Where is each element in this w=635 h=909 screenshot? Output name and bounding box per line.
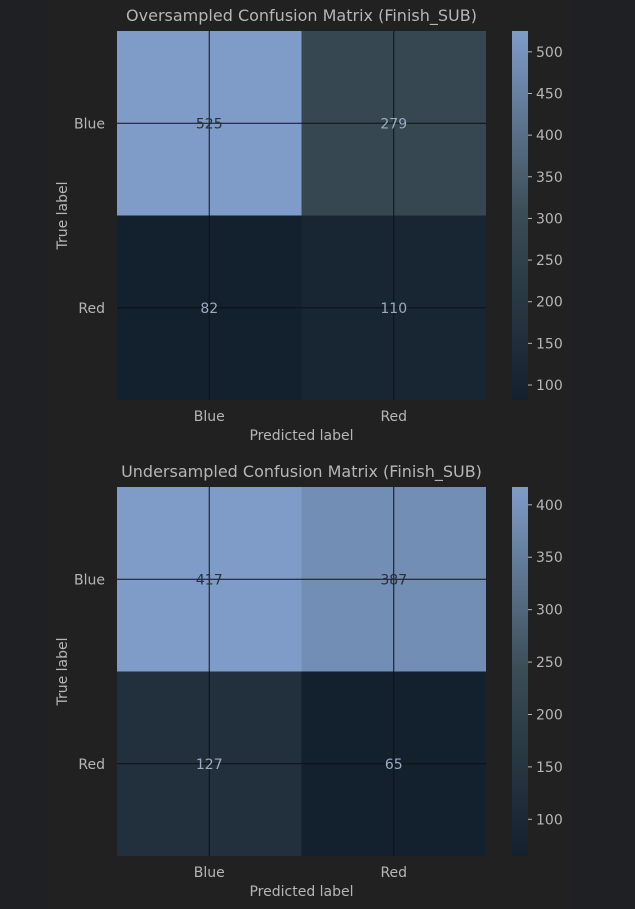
undersampled-ytick-label-0: Blue bbox=[74, 572, 105, 588]
undersampled-colorbar-tick-label-4: 300 bbox=[536, 603, 563, 619]
undersampled-colorbar-tick-label-3: 250 bbox=[536, 655, 563, 671]
oversampled-ytick-label-1: Red bbox=[78, 301, 105, 317]
oversampled-xlabel: Predicted label bbox=[249, 428, 353, 444]
undersampled-chart-panel: Undersampled Confusion Matrix (Finish_SU… bbox=[47, 456, 572, 909]
oversampled-cell-label-0-1: 279 bbox=[380, 116, 407, 132]
oversampled-colorbar-tick-label-5: 350 bbox=[536, 170, 563, 186]
oversampled-chart-panel: Oversampled Confusion Matrix (Finish_SUB… bbox=[47, 0, 572, 456]
undersampled-colorbar-tick-label-0: 100 bbox=[536, 812, 563, 828]
oversampled-colorbar-tick-label-6: 400 bbox=[536, 128, 563, 144]
oversampled-colorbar-tick-label-2: 200 bbox=[536, 295, 563, 311]
oversampled-cell-label-1-0: 82 bbox=[200, 301, 218, 317]
oversampled-xtick-label-1: Red bbox=[380, 409, 407, 425]
undersampled-cell-label-0-0: 417 bbox=[196, 572, 223, 588]
undersampled-colorbar-tick-label-6: 400 bbox=[536, 498, 563, 514]
oversampled-colorbar-tick-label-4: 300 bbox=[536, 211, 563, 227]
oversampled-colorbar-tick-label-0: 100 bbox=[536, 378, 563, 394]
undersampled-ylabel: True label bbox=[55, 637, 71, 706]
oversampled-cell-label-0-0: 525 bbox=[196, 116, 223, 132]
undersampled-ytick-label-1: Red bbox=[78, 757, 105, 773]
undersampled-xtick-label-0: Blue bbox=[194, 865, 225, 881]
undersampled-confusion-matrix: Undersampled Confusion Matrix (Finish_SU… bbox=[55, 462, 563, 900]
undersampled-cell-label-0-1: 387 bbox=[380, 572, 407, 588]
oversampled-xtick-label-0: Blue bbox=[194, 409, 225, 425]
undersampled-xlabel: Predicted label bbox=[249, 884, 353, 900]
oversampled-colorbar-tick-label-7: 450 bbox=[536, 86, 563, 102]
oversampled-ylabel: True label bbox=[55, 181, 71, 250]
oversampled-cell-label-1-1: 110 bbox=[380, 301, 407, 317]
oversampled-confusion-matrix: Oversampled Confusion Matrix (Finish_SUB… bbox=[55, 6, 563, 444]
oversampled-chart-title: Oversampled Confusion Matrix (Finish_SUB… bbox=[126, 6, 477, 26]
undersampled-chart-title: Undersampled Confusion Matrix (Finish_SU… bbox=[121, 462, 482, 482]
oversampled-colorbar-tick-label-8: 500 bbox=[536, 45, 563, 61]
undersampled-colorbar bbox=[512, 487, 528, 856]
oversampled-colorbar-tick-label-1: 150 bbox=[536, 336, 563, 352]
undersampled-cell-label-1-0: 127 bbox=[196, 757, 223, 773]
undersampled-xtick-label-1: Red bbox=[380, 865, 407, 881]
undersampled-cell-label-1-1: 65 bbox=[385, 757, 403, 773]
oversampled-colorbar bbox=[512, 31, 528, 400]
oversampled-ytick-label-0: Blue bbox=[74, 116, 105, 132]
undersampled-colorbar-tick-label-1: 150 bbox=[536, 760, 563, 776]
oversampled-colorbar-tick-label-3: 250 bbox=[536, 253, 563, 269]
undersampled-colorbar-tick-label-5: 350 bbox=[536, 550, 563, 566]
undersampled-colorbar-tick-label-2: 200 bbox=[536, 707, 563, 723]
